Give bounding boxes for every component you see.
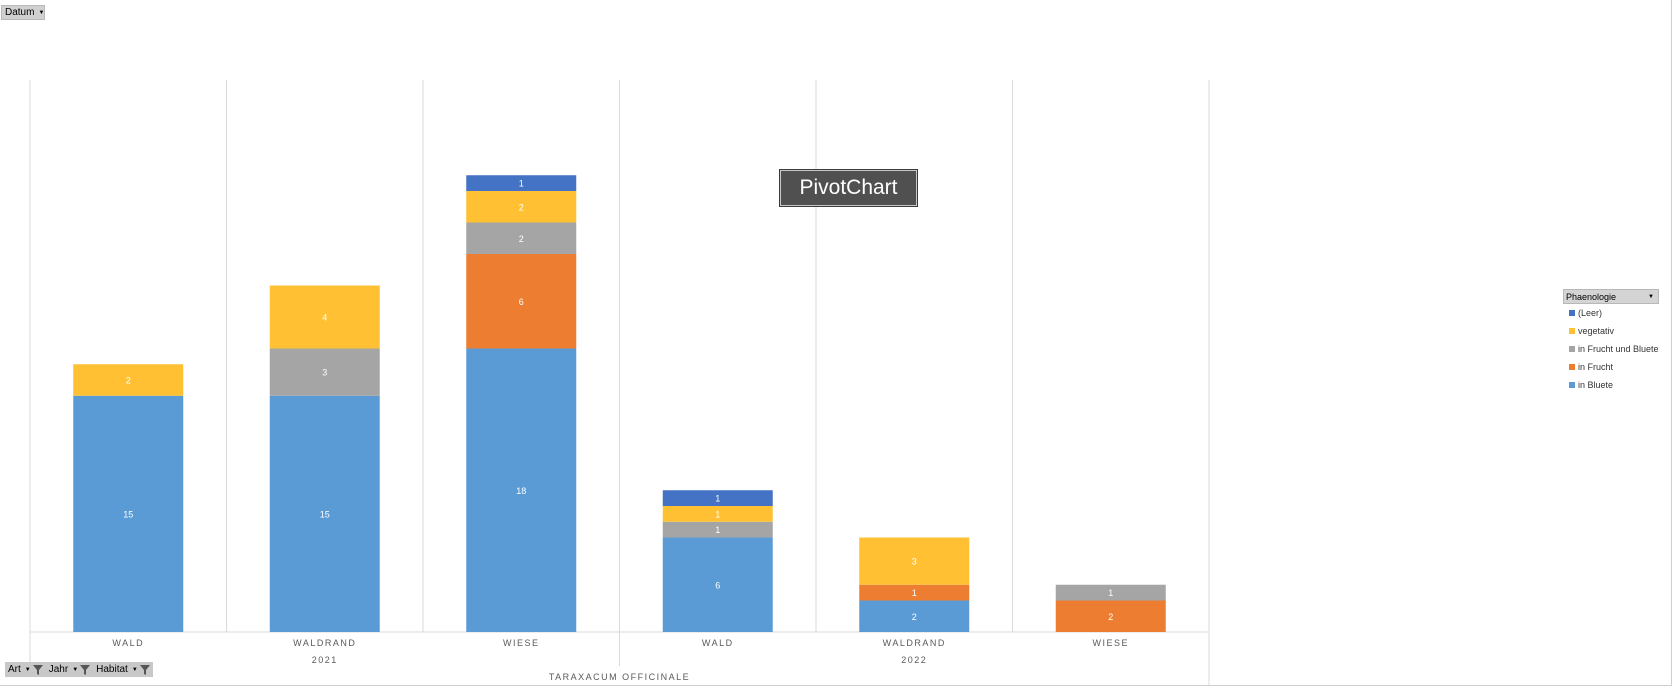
data-label: 15 [123, 509, 133, 519]
category-tick-label: WALD [112, 638, 144, 648]
legend-label: (Leer) [1578, 308, 1603, 318]
bar-segment [1055, 584, 1166, 601]
bar-segment [269, 285, 380, 349]
data-label: 6 [519, 297, 524, 307]
legend-swatch [1569, 364, 1575, 370]
bar-segment [466, 348, 577, 632]
category-tick-label: WIESE [503, 638, 540, 648]
dropdown-arrow-icon: ▼ [1648, 293, 1654, 300]
bar-segment [73, 395, 184, 632]
data-label: 6 [715, 580, 720, 590]
jahr-filter-label: Jahr [48, 664, 69, 675]
legend-item: in Frucht [1563, 358, 1659, 376]
data-label: 1 [1108, 588, 1113, 598]
dropdown-arrow-icon: ▼ [38, 9, 45, 16]
data-label: 2 [519, 202, 524, 212]
data-label: 2 [912, 612, 917, 622]
data-label: 2 [126, 376, 131, 386]
bar-segment [859, 584, 970, 601]
top-group-label: TARAXACUM OFFICINALE [549, 672, 690, 682]
data-label: 2 [1108, 612, 1113, 622]
legend-swatch [1569, 346, 1575, 352]
legend-item: in Frucht und Bluete [1563, 340, 1659, 358]
legend-item: vegetativ [1563, 322, 1659, 340]
datum-filter-label: Datum [5, 7, 35, 18]
data-label: 18 [516, 486, 526, 496]
category-tick-label: WIESE [1092, 638, 1129, 648]
legend-label: in Frucht und Bluete [1578, 344, 1659, 354]
legend-label: in Bluete [1578, 380, 1614, 390]
datum-filter-button[interactable]: Datum ▼ [1, 5, 45, 20]
legend-item: (Leer) [1563, 304, 1659, 322]
data-label: 2 [519, 234, 524, 244]
bar-segment [466, 191, 577, 223]
filter-funnel-icon [80, 664, 91, 675]
pivotchart-tooltip: PivotChart [780, 170, 917, 206]
dropdown-arrow-icon: ▼ [72, 666, 79, 673]
category-tick-label: WALD [702, 638, 734, 648]
data-label: 1 [715, 509, 720, 519]
bar-segment [662, 521, 773, 538]
data-label: 3 [912, 557, 917, 567]
bar-segment [859, 600, 970, 632]
bar-segment [269, 348, 380, 396]
legend-swatch [1569, 382, 1575, 388]
habitat-filter-label: Habitat [96, 664, 128, 675]
data-label: 15 [320, 509, 330, 519]
axis-field-buttons: Art ▼ Jahr ▼ Habitat ▼ [5, 662, 153, 677]
bar-segment [73, 364, 184, 396]
bar-segment [662, 506, 773, 522]
bar-segment [1055, 600, 1166, 632]
bar-segment [269, 395, 380, 632]
filter-funnel-icon [139, 664, 150, 675]
category-tick-label: WALDRAND [293, 638, 356, 648]
legend-label: vegetativ [1578, 326, 1615, 336]
data-label: 1 [912, 588, 917, 598]
legend-item: in Bluete [1563, 376, 1659, 394]
bar-segment [859, 537, 970, 585]
dropdown-arrow-icon: ▼ [131, 666, 138, 673]
group-tick-label: 2022 [901, 655, 927, 665]
bar-segment [466, 222, 577, 254]
data-label: 1 [519, 179, 524, 189]
legend-title: Phaenologie [1566, 291, 1617, 302]
legend-swatch [1569, 310, 1575, 316]
bar-segment [466, 254, 577, 349]
legend-swatch [1569, 328, 1575, 334]
jahr-filter-button[interactable]: Jahr ▼ [46, 662, 93, 677]
group-tick-label: 2021 [312, 655, 338, 665]
chart-legend: Phaenologie ▼ (Leer) vegetativ in Frucht u… [1563, 289, 1659, 394]
bar-segment [466, 175, 577, 191]
data-label: 1 [715, 525, 720, 535]
art-filter-label: Art [8, 664, 21, 675]
category-tick-label: WALDRAND [883, 638, 946, 648]
data-label: 4 [322, 313, 327, 323]
filter-funnel-icon [32, 664, 43, 675]
bar-segment [662, 537, 773, 632]
art-filter-button[interactable]: Art ▼ [5, 662, 46, 677]
legend-filter-button[interactable]: Phaenologie ▼ [1563, 289, 1659, 304]
data-label: 3 [322, 368, 327, 378]
legend-label: in Frucht [1578, 362, 1614, 372]
habitat-filter-button[interactable]: Habitat ▼ [93, 662, 153, 677]
data-label: 1 [715, 494, 720, 504]
dropdown-arrow-icon: ▼ [24, 666, 31, 673]
bar-segment [662, 490, 773, 506]
